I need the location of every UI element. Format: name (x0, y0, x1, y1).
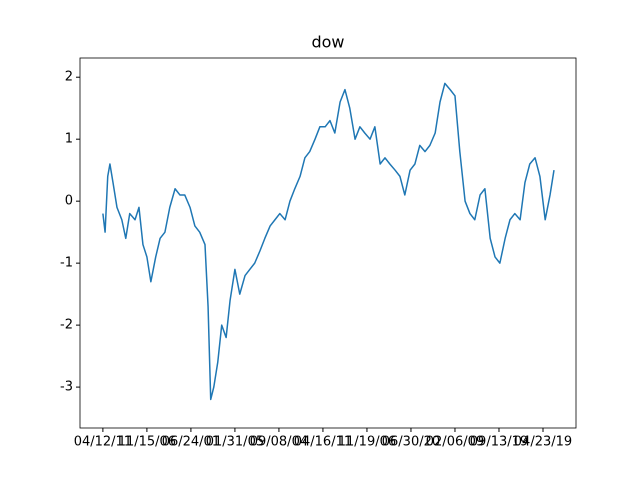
y-tick-label: -3 (60, 380, 73, 395)
x-tick-label: 06/30/20 (382, 435, 440, 450)
plot-frame (79, 57, 577, 429)
x-tick-label: 01/31/05 (206, 435, 264, 450)
x-tick-label: 11/15/06 (118, 435, 176, 450)
y-tick-label: 2 (65, 70, 73, 85)
x-tick-label: 02/06/09 (426, 435, 484, 450)
x-tick-label: 06/24/01 (162, 435, 220, 450)
x-tick-label: 09/13/19 (470, 435, 528, 450)
x-tick-label: 11/19/06 (338, 435, 396, 450)
y-tick-label: 0 (65, 194, 73, 209)
chart-title: dow (311, 33, 344, 52)
x-tick-label: 04/16/11 (294, 435, 352, 450)
y-tick-label: -2 (60, 318, 73, 333)
y-tick-label: 1 (65, 132, 73, 147)
line (102, 82, 555, 401)
x-tick-label: 09/08/04 (250, 435, 308, 450)
x-tick-label: 04/23/19 (514, 435, 572, 450)
y-tick-label: -1 (60, 256, 73, 271)
x-tick-label: 04/12/11 (74, 435, 132, 450)
